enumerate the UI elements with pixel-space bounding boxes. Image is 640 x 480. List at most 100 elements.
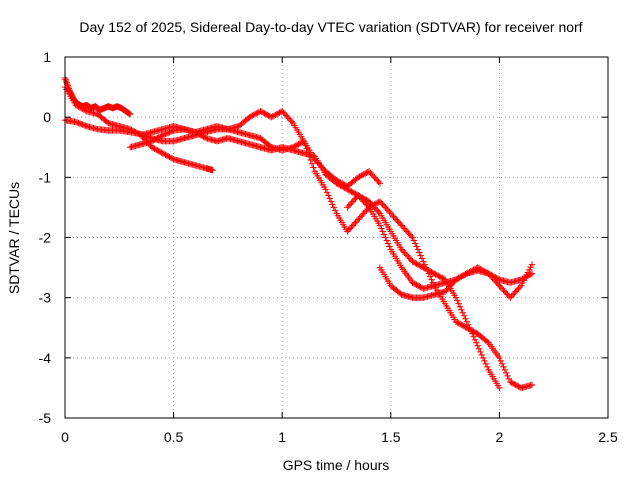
data-point <box>160 150 168 158</box>
data-point <box>374 207 381 214</box>
data-point <box>440 275 447 283</box>
data-point <box>455 300 462 307</box>
data-point <box>250 111 257 119</box>
data-point <box>403 252 411 259</box>
data-point <box>424 266 431 274</box>
data-point <box>346 225 354 232</box>
data-point <box>490 273 498 280</box>
data-point <box>450 279 457 286</box>
data-point <box>75 103 82 110</box>
data-point <box>528 270 536 277</box>
grid-lines <box>65 57 608 418</box>
data-point <box>403 228 411 235</box>
data-point <box>375 178 382 186</box>
data-point <box>412 240 419 247</box>
data-point <box>515 383 522 390</box>
data-point <box>74 119 81 126</box>
data-point <box>209 166 216 174</box>
data-point <box>455 320 462 327</box>
data-point <box>428 268 435 276</box>
data-point <box>334 180 342 188</box>
data-point <box>527 271 534 278</box>
data-point <box>524 272 532 280</box>
data-point <box>348 223 355 231</box>
data-point <box>169 155 176 162</box>
data-point <box>494 275 502 283</box>
data-point <box>155 147 162 155</box>
data-point <box>493 274 500 282</box>
data-point <box>269 113 276 120</box>
data-point <box>298 139 305 146</box>
data-point <box>452 276 460 283</box>
data-point <box>496 282 503 289</box>
data-point <box>426 268 434 275</box>
data-point <box>414 282 422 289</box>
data-point <box>505 375 513 383</box>
data-point <box>300 138 308 145</box>
data-point <box>361 208 369 216</box>
data-point <box>429 279 437 286</box>
data-point <box>257 107 264 115</box>
data-point <box>103 118 111 126</box>
data-point <box>496 354 503 362</box>
data-point <box>338 183 346 190</box>
data-point <box>266 142 274 150</box>
data-point <box>509 291 517 298</box>
data-point <box>425 267 433 274</box>
data-point <box>349 198 356 205</box>
data-point <box>509 380 517 387</box>
data-point <box>345 186 352 194</box>
data-point <box>323 189 331 196</box>
data-point <box>378 225 385 232</box>
data-point <box>151 145 158 152</box>
data-point <box>383 205 390 213</box>
data-point <box>80 121 88 129</box>
data-point <box>462 271 469 278</box>
data-point <box>344 204 351 211</box>
data-point <box>409 258 416 265</box>
data-point <box>489 272 496 280</box>
data-point <box>365 168 373 175</box>
data-point <box>500 363 507 371</box>
data-point <box>471 329 479 336</box>
data-point <box>251 110 259 118</box>
data-point <box>372 205 380 213</box>
data-point <box>454 319 461 326</box>
data-point <box>308 160 316 167</box>
data-point <box>375 198 382 206</box>
data-point <box>341 184 348 192</box>
data-point <box>508 292 515 300</box>
data-point <box>340 183 347 191</box>
data-point <box>75 119 82 127</box>
x-axis-label: GPS time / hours <box>283 457 390 473</box>
data-point <box>151 136 158 143</box>
data-point <box>159 132 166 139</box>
y-tick-label: -3 <box>39 290 52 306</box>
data-point <box>399 247 407 255</box>
data-point <box>501 288 509 295</box>
data-point <box>155 134 162 141</box>
data-point <box>517 276 525 283</box>
data-point <box>439 274 446 282</box>
data-point <box>515 285 522 292</box>
data-point <box>304 149 312 156</box>
data-point <box>380 202 388 210</box>
data-point <box>79 105 86 113</box>
data-point <box>406 255 414 262</box>
data-point <box>435 272 442 280</box>
data-point <box>154 135 161 142</box>
data-point <box>463 318 471 325</box>
data-point <box>376 222 384 229</box>
data-point <box>346 201 354 208</box>
data-point <box>397 290 404 297</box>
data-point <box>456 274 464 281</box>
y-tick-label: -1 <box>39 169 52 185</box>
data-point <box>416 249 423 256</box>
data-point <box>398 246 405 253</box>
data-point <box>384 207 392 214</box>
y-tick-label: 1 <box>43 49 51 65</box>
data-point <box>516 283 523 291</box>
data-point <box>274 110 282 117</box>
data-point <box>390 213 397 220</box>
